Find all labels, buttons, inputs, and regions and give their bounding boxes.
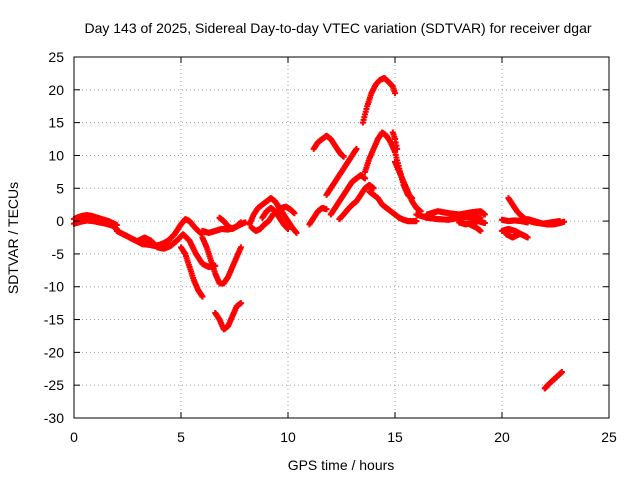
tick-labels: 0 5 10 15 20 25 -30 -25 -20 -15 -10 -5 0 5 10 15 20 25 [44, 49, 617, 445]
axis-ticks [73, 56, 610, 419]
series-arc-4 [135, 231, 219, 271]
y-tick-label: -25 [44, 377, 64, 393]
y-tick-label: -30 [44, 410, 64, 426]
y-tick-label: 0 [56, 213, 64, 229]
data-point [237, 244, 244, 251]
series-arc-26 [466, 221, 484, 234]
series-arc-14 [310, 132, 347, 160]
x-tick-label: 15 [387, 429, 403, 445]
series-arc-10 [246, 195, 300, 236]
data-point [293, 229, 300, 236]
y-tick-label: 20 [48, 82, 64, 98]
data-point [392, 90, 398, 97]
x-tick-label: 5 [177, 429, 185, 445]
x-tick-label: 10 [280, 429, 296, 445]
series-arc-23 [413, 211, 484, 223]
series-arc-22 [392, 159, 424, 215]
data-series [71, 75, 568, 392]
data-point [291, 210, 298, 217]
series-arc-28 [503, 231, 523, 241]
series-arc-18 [359, 75, 398, 126]
data-point [340, 153, 347, 160]
x-tick-label: 25 [601, 429, 617, 445]
y-tick-label: -5 [52, 246, 65, 262]
x-axis-title: GPS time / hours [288, 457, 395, 473]
series-arc-32 [541, 369, 565, 392]
data-point [323, 206, 330, 213]
y-tick-label: -15 [44, 312, 64, 328]
data-point [481, 220, 488, 227]
plot-frame [73, 56, 610, 419]
series-arc-20 [366, 188, 420, 225]
data-point [413, 218, 420, 225]
series-arc-2 [71, 217, 120, 232]
series-arc-15 [323, 145, 360, 198]
x-tick-label: 0 [70, 429, 78, 445]
data-point [561, 218, 568, 225]
y-tick-label: 25 [48, 49, 64, 65]
data-point [524, 234, 531, 241]
series-arc-8 [212, 300, 244, 333]
series-arc-21 [389, 129, 401, 152]
y-tick-label: 5 [56, 180, 64, 196]
data-point [362, 175, 369, 182]
data-point [237, 219, 244, 226]
series-arc-13 [306, 204, 330, 228]
data-point [370, 185, 377, 192]
data-point [477, 227, 484, 234]
y-tick-label: -10 [44, 279, 64, 295]
y-axis-title: SDTVAR / TECUs [5, 182, 21, 294]
data-point [558, 369, 565, 376]
series-arc-12 [259, 204, 291, 232]
series-arc-16 [327, 172, 369, 218]
data-point [199, 293, 206, 300]
chart-title: Day 143 of 2025, Sidereal Day-to-day VTE… [84, 20, 591, 36]
series-arc-9 [216, 214, 244, 232]
series-arc-5 [178, 244, 206, 300]
data-point [516, 231, 523, 238]
y-tick-label: 15 [48, 115, 64, 131]
series-arc-17 [336, 181, 377, 223]
data-point [394, 145, 401, 152]
series-arc-31 [524, 216, 568, 228]
data-point [285, 225, 291, 232]
x-tick-label: 20 [494, 429, 510, 445]
series-arc-24 [424, 208, 488, 218]
y-tick-label: 10 [48, 147, 64, 163]
data-point [481, 211, 488, 218]
data-point [237, 300, 244, 307]
data-point [353, 145, 360, 152]
series-arc-6 [199, 234, 244, 287]
y-tick-label: -20 [44, 344, 64, 360]
